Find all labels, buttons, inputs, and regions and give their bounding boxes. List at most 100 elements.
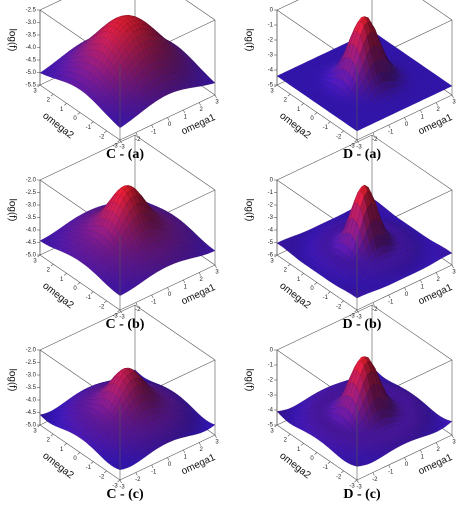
z-tick-label: -2.5 bbox=[26, 8, 37, 14]
y-tick bbox=[103, 300, 107, 304]
y-tick-label: 3 bbox=[270, 259, 274, 265]
panel: 0-1-2-3-4-5-3-2-10123-3-2-10123log(f)ome… bbox=[243, 0, 456, 162]
y-tick bbox=[327, 291, 331, 294]
y-tick-label: -3 bbox=[112, 144, 118, 150]
y-tick bbox=[300, 103, 304, 106]
x-tick bbox=[135, 472, 138, 476]
x-tick-label: -2 bbox=[135, 477, 141, 483]
y-tick-label: 0 bbox=[310, 286, 314, 292]
x-tick-label: 0 bbox=[168, 292, 172, 298]
z-tick-label: -4.0 bbox=[26, 228, 37, 234]
x-tick bbox=[214, 264, 217, 269]
y-tick-label: -2 bbox=[99, 304, 105, 310]
y-tick-label: 1 bbox=[297, 447, 301, 453]
z-tick-label: -2.5 bbox=[26, 190, 37, 196]
x-tick-label: 3 bbox=[452, 270, 456, 276]
caption: C - (c) bbox=[106, 487, 144, 502]
z-tick-label: -3.0 bbox=[26, 373, 37, 379]
z-axis-label: log(f) bbox=[6, 29, 17, 52]
x-tick bbox=[451, 434, 454, 439]
caption: C - (b) bbox=[106, 317, 145, 332]
z-tick-label: -1 bbox=[268, 190, 274, 196]
z-tick-label: -4.5 bbox=[26, 58, 37, 64]
x-tick bbox=[167, 457, 170, 461]
x-tick-label: 2 bbox=[436, 447, 440, 453]
x-tick bbox=[388, 124, 391, 129]
z-tick-label: -2.5 bbox=[26, 360, 37, 366]
y-tick-label: -1 bbox=[86, 125, 92, 131]
z-tick-label: -3.0 bbox=[26, 20, 37, 26]
z-tick-label: -4.5 bbox=[26, 410, 37, 416]
x-tick bbox=[135, 302, 138, 306]
y-tick-label: 2 bbox=[47, 438, 51, 444]
panel: -2.0-2.5-3.0-3.5-4.0-4.5-5.0-3-2-10123-3… bbox=[6, 304, 219, 502]
y-tick bbox=[90, 121, 94, 124]
box-edge bbox=[134, 134, 216, 191]
surface bbox=[276, 356, 453, 467]
x-tick-label: 0 bbox=[405, 462, 409, 468]
y-tick-label: -1 bbox=[323, 295, 329, 301]
x-tick-label: -1 bbox=[151, 130, 157, 136]
y-tick bbox=[287, 93, 291, 97]
z-axis-label: log(f) bbox=[243, 199, 254, 222]
y-tick bbox=[314, 112, 318, 115]
y-tick-label: 2 bbox=[47, 268, 51, 274]
y-tick bbox=[327, 461, 331, 464]
x-tick bbox=[198, 102, 201, 106]
z-tick-label: -2 bbox=[268, 203, 274, 209]
y-tick-label: 3 bbox=[33, 89, 37, 95]
y-tick-label: -1 bbox=[86, 295, 92, 301]
x-tick bbox=[404, 457, 407, 461]
y-axis-label: omega2 bbox=[277, 280, 313, 311]
panel: 0-1-2-3-4-5-3-2-10123-3-2-10123log(f)ome… bbox=[243, 304, 456, 502]
x-tick bbox=[404, 117, 407, 121]
x-tick-label: -1 bbox=[151, 300, 157, 306]
y-tick-label: -2 bbox=[336, 134, 342, 140]
box-edge bbox=[185, 0, 216, 21]
y-tick bbox=[340, 130, 344, 134]
z-tick-label: -5.5 bbox=[26, 83, 37, 89]
y-tick-label: 2 bbox=[47, 98, 51, 104]
y-tick bbox=[287, 263, 291, 267]
y-tick-label: 0 bbox=[310, 456, 314, 462]
x-tick bbox=[198, 442, 201, 446]
z-tick-label: -5 bbox=[268, 240, 274, 246]
x-tick-label: 0 bbox=[168, 122, 172, 128]
z-tick-label: -4.0 bbox=[26, 398, 37, 404]
x-tick-label: -2 bbox=[372, 307, 378, 313]
y-tick bbox=[354, 479, 358, 483]
x-tick bbox=[183, 449, 186, 454]
x-tick-label: 2 bbox=[199, 107, 203, 113]
surface bbox=[276, 184, 453, 299]
box-edge bbox=[276, 0, 299, 11]
x-tick bbox=[435, 272, 438, 276]
x-tick bbox=[135, 132, 138, 136]
x-tick bbox=[183, 109, 186, 114]
x-tick bbox=[451, 264, 454, 269]
x-tick bbox=[435, 102, 438, 106]
y-tick bbox=[63, 103, 67, 106]
y-tick bbox=[50, 93, 54, 97]
y-tick bbox=[300, 273, 304, 276]
y-axis-label: omega2 bbox=[277, 450, 313, 481]
x-tick-label: -3 bbox=[119, 145, 125, 151]
x-tick-label: -1 bbox=[388, 300, 394, 306]
x-tick bbox=[167, 287, 170, 291]
z-tick-label: -3.5 bbox=[26, 215, 37, 221]
z-tick-label: -1 bbox=[268, 363, 274, 369]
z-tick-label: -4.5 bbox=[26, 240, 37, 246]
y-axis-label: omega2 bbox=[277, 110, 313, 141]
y-tick bbox=[340, 470, 344, 474]
box-edge bbox=[371, 304, 453, 361]
z-tick-label: -2.0 bbox=[26, 178, 37, 184]
y-tick bbox=[340, 300, 344, 304]
y-tick bbox=[117, 479, 121, 483]
y-tick bbox=[314, 282, 318, 285]
y-tick bbox=[77, 282, 81, 285]
x-tick bbox=[167, 117, 170, 121]
y-tick-label: -2 bbox=[99, 474, 105, 480]
z-tick-label: -4 bbox=[268, 68, 274, 74]
x-tick-label: 3 bbox=[215, 100, 219, 106]
x-tick bbox=[151, 294, 154, 299]
